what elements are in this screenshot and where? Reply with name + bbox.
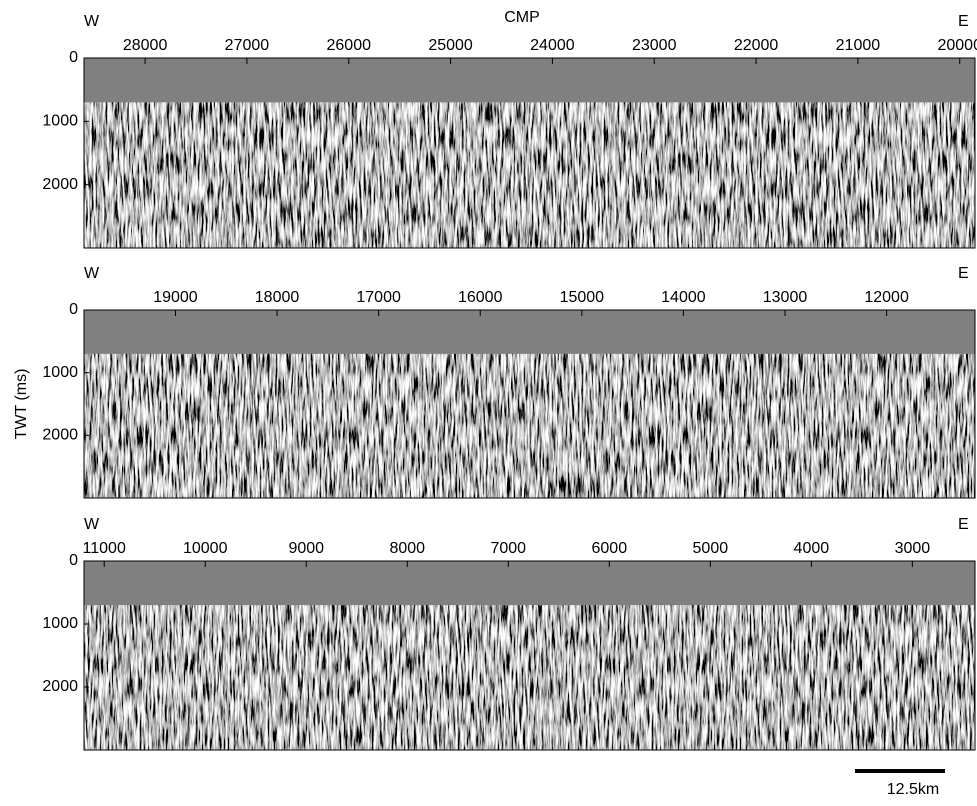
x-tick-label: 9000 bbox=[288, 540, 324, 557]
x-tick-label: 25000 bbox=[428, 37, 473, 54]
plot-frame bbox=[83, 57, 976, 249]
x-tick-label: 15000 bbox=[560, 289, 605, 306]
y-tick-label: 1000 bbox=[42, 364, 78, 381]
x-tick-label: 13000 bbox=[763, 289, 808, 306]
direction-west: W bbox=[84, 516, 100, 533]
x-tick-label: 5000 bbox=[693, 540, 729, 557]
x-tick-label: 14000 bbox=[661, 289, 706, 306]
water-column bbox=[84, 561, 975, 606]
plot-frame bbox=[83, 309, 976, 499]
x-tick-label: 16000 bbox=[458, 289, 503, 306]
x-tick-label: 7000 bbox=[490, 540, 526, 557]
scale-bar-label: 12.5km bbox=[887, 781, 939, 798]
y-tick-label: 2000 bbox=[42, 427, 78, 444]
x-tick-label: 24000 bbox=[530, 37, 575, 54]
x-tick-label: 23000 bbox=[632, 37, 677, 54]
x-tick-label: 8000 bbox=[389, 540, 425, 557]
plot-frame bbox=[83, 560, 976, 751]
direction-east: E bbox=[958, 265, 969, 282]
x-tick-label: 12000 bbox=[864, 289, 909, 306]
direction-east: E bbox=[958, 516, 969, 533]
direction-east: E bbox=[958, 13, 969, 30]
x-tick-label: 4000 bbox=[794, 540, 830, 557]
y-tick-label: 2000 bbox=[42, 678, 78, 695]
x-tick-label: 27000 bbox=[225, 37, 270, 54]
x-tick-label: 18000 bbox=[255, 289, 300, 306]
x-tick-label: 19000 bbox=[153, 289, 198, 306]
x-tick-label: 22000 bbox=[734, 37, 779, 54]
x-tick-label: 21000 bbox=[836, 37, 881, 54]
x-tick-label: 11000 bbox=[83, 540, 126, 557]
y-tick-label: 0 bbox=[69, 301, 78, 318]
y-tick-label: 0 bbox=[69, 49, 78, 66]
x-tick-label: 26000 bbox=[327, 37, 372, 54]
y-tick-label: 2000 bbox=[42, 176, 78, 193]
y-tick-label: 1000 bbox=[42, 615, 78, 632]
direction-west: W bbox=[84, 13, 100, 30]
x-tick-label: 6000 bbox=[592, 540, 628, 557]
x-tick-label: 3000 bbox=[895, 540, 931, 557]
y-axis-label: TWT (ms) bbox=[13, 369, 30, 440]
y-tick-label: 1000 bbox=[42, 113, 78, 130]
x-tick-label: 10000 bbox=[183, 540, 228, 557]
direction-west: W bbox=[84, 265, 100, 282]
y-tick-label: 0 bbox=[69, 552, 78, 569]
x-axis-label: CMP bbox=[504, 9, 540, 26]
x-tick-label: 28000 bbox=[123, 37, 168, 54]
x-tick-label: 17000 bbox=[356, 289, 401, 306]
water-column bbox=[84, 58, 975, 103]
water-column bbox=[84, 310, 975, 354]
